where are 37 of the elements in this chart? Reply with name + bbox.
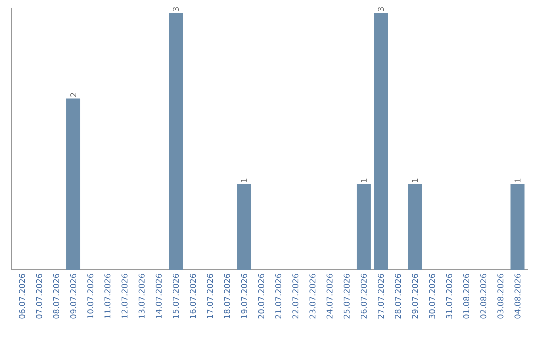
x-tick-label: 17.07.2026 — [207, 274, 214, 318]
x-tick-label: 25.07.2026 — [344, 274, 350, 319]
x-tick-label: 15.07.2026 — [173, 274, 180, 318]
x-tick-label: 23.07.2026 — [310, 274, 316, 319]
x-tick-label: 22.07.2026 — [292, 274, 299, 319]
data-label: 1 — [514, 178, 521, 182]
x-tick-label: 31.07.2026 — [446, 274, 452, 319]
x-tick-label: 03.08.2026 — [498, 274, 504, 319]
data-label: 1 — [412, 178, 418, 182]
x-tick-label: 24.07.2026 — [326, 274, 333, 319]
x-tick-label: 01.08.2026 — [463, 274, 470, 319]
x-tick-label: 28.07.2026 — [395, 274, 402, 319]
x-tick-label: 18.07.2026 — [224, 274, 230, 318]
x-tick-label: 12.07.2026 — [122, 274, 128, 318]
x-tick-label: 27.07.2026 — [378, 274, 384, 319]
x-tick-label: 29.07.2026 — [412, 274, 418, 319]
x-tick-label: 04.08.2026 — [514, 274, 521, 319]
x-tick-label: 20.07.2026 — [258, 274, 264, 319]
x-tick-label: 10.07.2026 — [88, 274, 94, 318]
data-label: 2 — [70, 93, 76, 97]
x-tick-label: 11.07.2026 — [104, 274, 111, 318]
x-tick-label: 09.07.2026 — [70, 274, 77, 319]
data-label: 3 — [378, 7, 384, 12]
x-tick-label: 08.07.2026 — [53, 274, 60, 319]
x-tick-label: 26.07.2026 — [360, 274, 367, 319]
x-tick-label: 19.07.2026 — [241, 274, 248, 318]
x-tick-label: 21.07.2026 — [276, 274, 282, 319]
x-tick-label: 07.07.2026 — [36, 274, 42, 319]
x-tick-label: 14.07.2026 — [156, 274, 162, 318]
data-label: 3 — [173, 7, 180, 12]
data-label: 1 — [361, 178, 367, 182]
x-tick-label: 30.07.2026 — [429, 274, 436, 319]
x-tick-label: 13.07.2026 — [138, 274, 145, 318]
x-tick-label: 06.07.2026 — [19, 274, 26, 319]
x-tick-label: 02.08.2026 — [480, 274, 487, 319]
x-tick-label: 16.07.2026 — [190, 274, 196, 318]
data-label: 1 — [241, 178, 248, 182]
